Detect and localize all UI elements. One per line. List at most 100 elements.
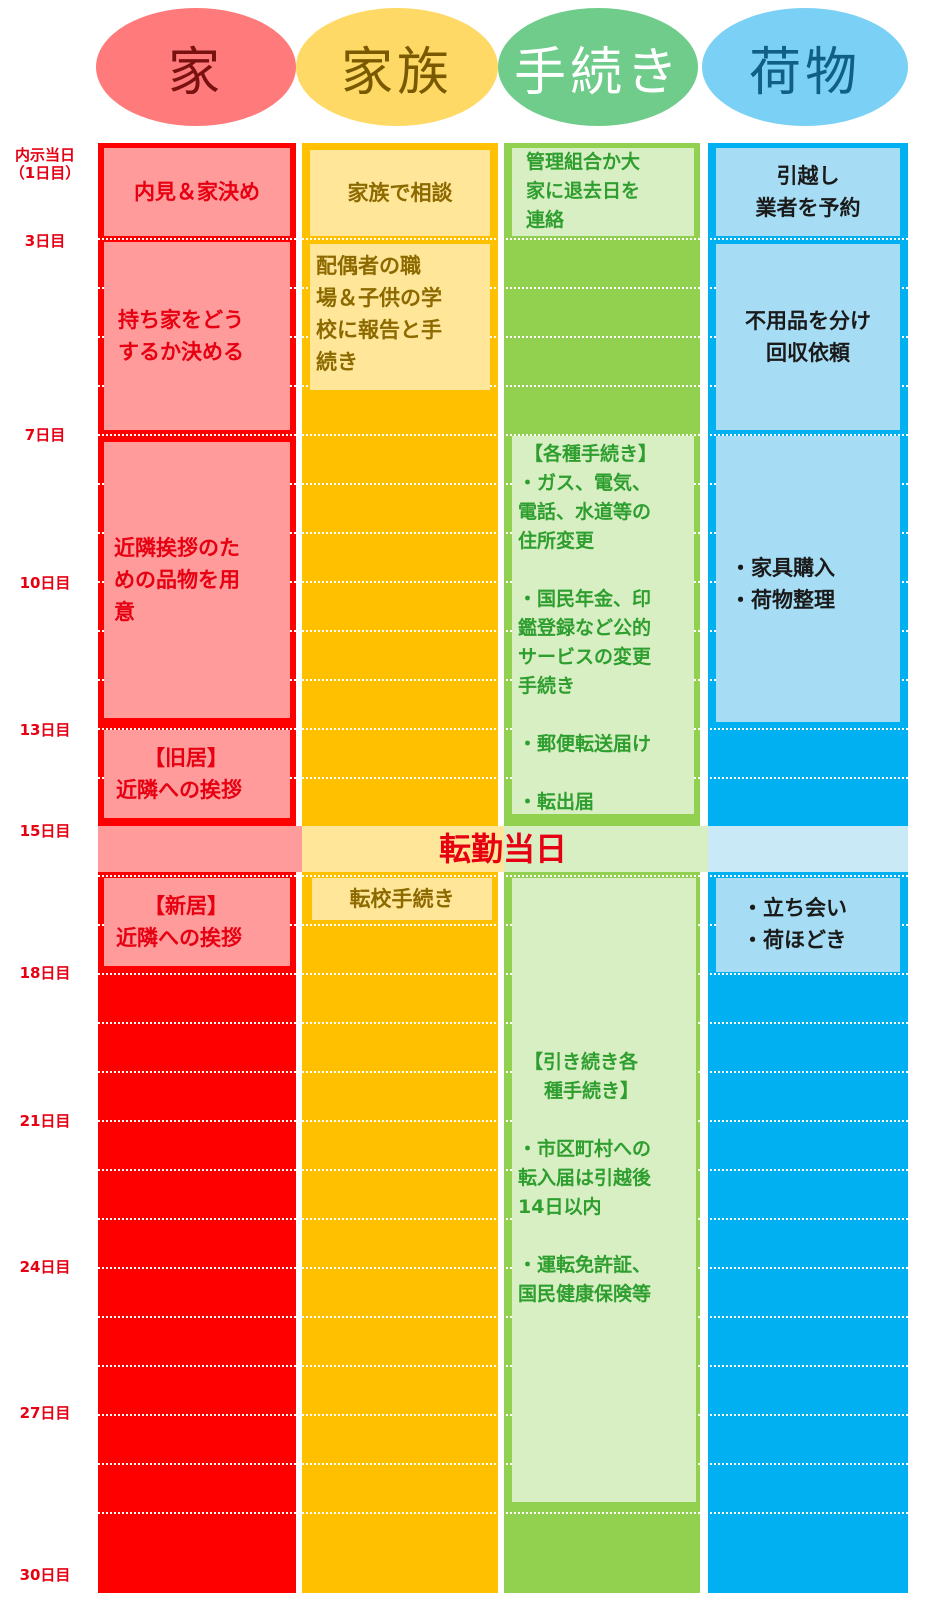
grid-line [98, 973, 920, 975]
luggage-task-mover: 引越し 業者を予約 [716, 148, 900, 236]
header-luggage: 荷物 [702, 8, 908, 126]
grid-line [98, 1267, 920, 1269]
house-task-new-greeting: 【新居】 近隣への挨拶 [104, 878, 290, 966]
family-task-report-line3: 校に報告と手 [316, 318, 442, 342]
proc-task-gas-line3: 住所変更 [518, 530, 595, 552]
luggage-task-sort-line1: 不用品を分け [745, 309, 871, 333]
grid-line [98, 238, 920, 240]
proc-task-gas-line1: ・ガス、電気、 [518, 472, 652, 494]
proc-task-moveout: ・転出届 [518, 791, 595, 813]
family-task-report-line2: 場＆子供の学 [316, 286, 442, 310]
transfer-band-house [98, 826, 302, 872]
header-luggage-label: 荷物 [748, 42, 861, 103]
house-task-old-greeting-line1: 【旧居】 [144, 746, 228, 770]
proc-task-continued: 【引き続き各 種手続き】 ・市区町村への 転入届は引越後 14日以内 ・運転免許… [512, 878, 696, 1502]
day-label-21: 21日目 [19, 1112, 71, 1130]
grid-line [98, 1218, 920, 1220]
house-task-new-greeting-line1: 【新居】 [144, 894, 228, 918]
header-procedures: 手続き [498, 8, 698, 126]
luggage-task-attend-line1: ・立ち会い [742, 896, 847, 920]
day-label-13: 13日目 [19, 721, 71, 739]
family-task-consult: 家族で相談 [310, 150, 490, 236]
day-label-10: 10日目 [19, 574, 71, 592]
header-procedures-label: 手続き [513, 42, 682, 103]
luggage-task-sort: 不用品を分け 回収依頼 [716, 244, 900, 430]
house-task-gifts-line1: 近隣挨拶のた [114, 536, 240, 560]
proc-task-continued-line2: 種手続き】 [544, 1080, 640, 1102]
proc-task-mail: ・郵便転送届け [518, 733, 652, 755]
grid-line [98, 1169, 920, 1171]
luggage-task-attend-line2: ・荷ほどき [742, 928, 847, 952]
transfer-band-procedures [504, 826, 708, 872]
family-task-school: 転校手続き [312, 878, 492, 920]
proc-task-various-title: 【各種手続き】 [524, 443, 658, 465]
proc-task-notify-line2: 家に退去日を [526, 180, 641, 202]
luggage-task-buy-line2: ・荷物整理 [730, 588, 835, 612]
proc-task-pension-line2: 鑑登録など公的 [518, 617, 652, 639]
day-label-18: 18日目 [19, 964, 71, 982]
grid-line [98, 483, 920, 485]
grid-line [98, 287, 920, 289]
day-label-1: 内示当日 （1日目） [0, 146, 90, 182]
family-task-school-label: 転校手続き [349, 887, 455, 911]
family-task-report-line1: 配偶者の職 [316, 254, 421, 278]
luggage-task-buy-line1: ・家具購入 [730, 556, 835, 580]
family-task-report-line4: 続き [316, 350, 358, 374]
house-task-gifts-line3: 意 [114, 600, 135, 624]
grid-line [98, 336, 920, 338]
proc-task-city-line1: ・市区町村への [518, 1138, 652, 1160]
grid-line [98, 679, 920, 681]
proc-task-various: 【各種手続き】 ・ガス、電気、 電話、水道等の 住所変更 ・国民年金、印 鑑登録… [512, 436, 694, 814]
transfer-day-label: 転勤当日 [438, 830, 567, 868]
grid-line [98, 1463, 920, 1465]
grid-line [98, 1414, 920, 1416]
house-task-old-greeting-line2: 近隣への挨拶 [116, 778, 242, 802]
grid-line [98, 728, 920, 730]
proc-task-license-line2: 国民健康保険等 [518, 1283, 652, 1305]
house-task-gifts-line2: めの品物を用 [114, 568, 240, 592]
transfer-day-band: 転勤当日 [98, 826, 908, 872]
proc-task-pension-line1: ・国民年金、印 [518, 588, 652, 610]
proc-task-notify-line3: 連絡 [526, 209, 565, 231]
luggage-task-buy: ・家具購入 ・荷物整理 [716, 436, 900, 722]
grid-line [98, 1071, 920, 1073]
luggage-task-mover-line1: 引越し [776, 164, 840, 188]
day-label-15: 15日目 [19, 822, 71, 840]
grid-line [98, 532, 920, 534]
proc-task-notify-line1: 管理組合か大 [526, 151, 641, 173]
grid-line [98, 777, 920, 779]
luggage-task-mover-line2: 業者を予約 [755, 196, 861, 220]
header-house: 家 [96, 8, 296, 126]
proc-task-pension-line3: サービスの変更 [518, 646, 652, 668]
house-task-gifts: 近隣挨拶のた めの品物を用 意 [104, 442, 290, 718]
day-label-3: 3日目 [24, 232, 66, 250]
day-label-7: 7日目 [24, 426, 66, 444]
proc-task-license-line1: ・運転免許証、 [518, 1254, 652, 1276]
grid-line [98, 630, 920, 632]
day-label-1-line1: 内示当日 [14, 146, 75, 164]
day-label-27: 27日目 [19, 1404, 71, 1422]
house-task-viewing-label: 内見＆家決め [134, 180, 260, 204]
proc-task-gas-line2: 電話、水道等の [518, 501, 652, 523]
grid-line [98, 1365, 920, 1367]
grid-line [98, 1022, 920, 1024]
proc-task-city-line2: 転入届は引越後 [518, 1167, 652, 1189]
day-label-24: 24日目 [19, 1258, 71, 1276]
proc-task-notify: 管理組合か大 家に退去日を 連絡 [512, 148, 694, 236]
grid-line [98, 1316, 920, 1318]
header-house-label: 家 [167, 42, 224, 103]
day-label-1-line2: （1日目） [9, 164, 81, 182]
grid-line [98, 434, 920, 436]
transfer-band-family [302, 826, 504, 872]
header-family: 家族 [296, 8, 498, 126]
house-task-own-home-line1: 持ち家をどう [118, 308, 244, 332]
family-task-consult-label: 家族で相談 [347, 181, 453, 205]
house-task-viewing: 内見＆家決め [104, 148, 290, 236]
family-task-report: 配偶者の職 場＆子供の学 校に報告と手 続き [310, 244, 490, 390]
luggage-task-attend: ・立ち会い ・荷ほどき [716, 878, 900, 972]
grid-line [98, 875, 920, 877]
grid-line [98, 1120, 920, 1122]
house-task-new-greeting-line2: 近隣への挨拶 [116, 926, 242, 950]
luggage-task-sort-line2: 回収依頼 [766, 341, 850, 365]
grid-line [98, 385, 920, 387]
